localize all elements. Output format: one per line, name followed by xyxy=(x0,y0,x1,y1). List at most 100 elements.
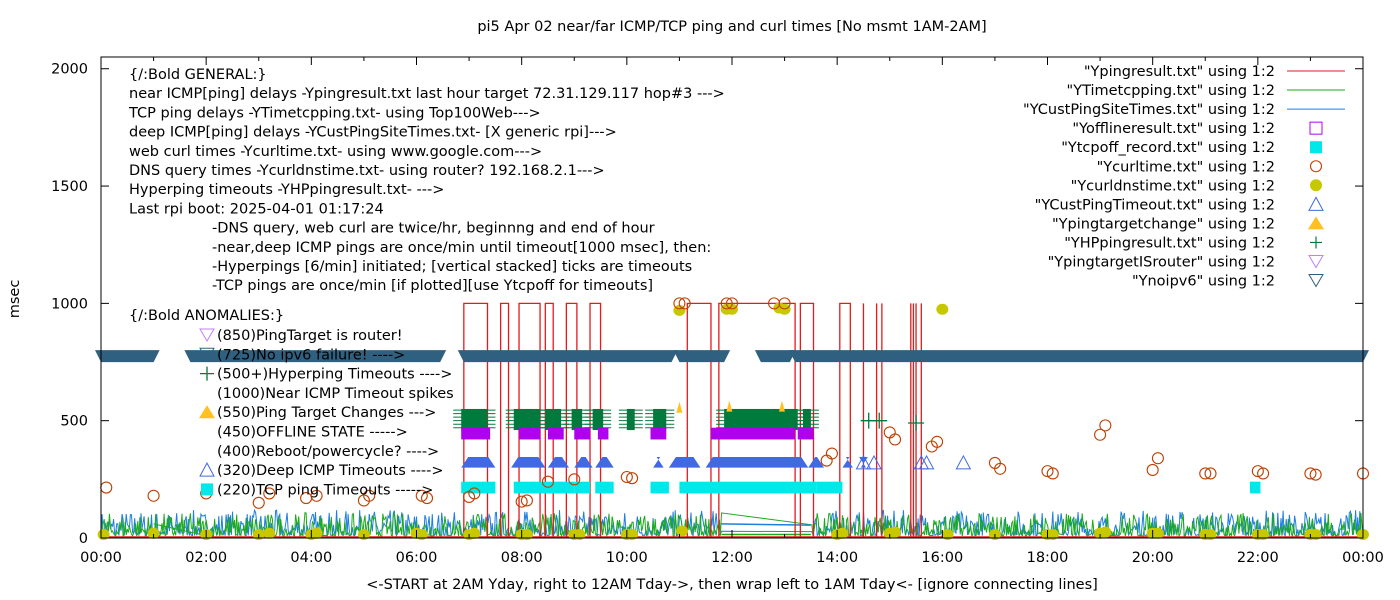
tcp-ping-timeout-block xyxy=(461,481,496,494)
legend-filled-circle-icon xyxy=(1310,179,1322,192)
legend-label: "Ytcpoff_record.txt" using 1:2 xyxy=(1061,140,1275,156)
general-annotation-line: web curl times -Ycurltime.txt- using www… xyxy=(129,144,542,160)
y-tick-label: 0 xyxy=(79,531,88,547)
tcp-ping-timeout-block xyxy=(1249,481,1261,494)
general-annotation-line: Hyperping timeouts -YHPpingresult.txt- -… xyxy=(129,182,444,198)
general-note-line: -TCP pings are once/min [if plotted][use… xyxy=(212,278,653,294)
legend-label: "Ycurltime.txt" using 1:2 xyxy=(1097,159,1275,175)
tcp-ping-timeout-block xyxy=(513,481,548,494)
x-tick-label: 00:00 xyxy=(80,550,122,566)
hyperping-timeout-block xyxy=(592,408,604,431)
dns-query-point xyxy=(310,527,323,539)
hyperping-timeout-block xyxy=(724,408,798,431)
curl-time-point xyxy=(263,487,276,500)
dns-query-point xyxy=(941,528,954,540)
curl-time-point xyxy=(1304,467,1317,480)
curl-time-point xyxy=(673,297,686,310)
deep-icmp-timeout-block xyxy=(668,457,701,468)
curl-time-point xyxy=(626,472,639,485)
ping-target-change-marker xyxy=(676,401,683,413)
curl-time-point xyxy=(147,489,160,502)
curl-time-point xyxy=(825,447,838,460)
x-tick-label: 14:00 xyxy=(816,550,858,566)
legend-label: "YHPpingresult.txt" using 1:2 xyxy=(1064,235,1275,251)
dns-query-point xyxy=(676,525,689,537)
curl-time-point xyxy=(1146,463,1159,477)
legend-label: "Ynoipv6" using 1:2 xyxy=(1132,274,1275,290)
curl-time-point xyxy=(468,487,481,500)
x-tick-label: 20:00 xyxy=(1132,550,1174,566)
general-annotation-line: deep ICMP[ping] delays -YCustPingSiteTim… xyxy=(129,125,617,141)
anomaly-annotation-line: (320)Deep ICMP Timeouts ----> xyxy=(217,463,444,479)
hyperping-timeout-plus xyxy=(871,412,888,429)
legend-label: "YTimetcpping.txt" using 1:2 xyxy=(1067,83,1275,99)
legend-open-triangle-icon xyxy=(1308,196,1324,211)
curl-time-point xyxy=(1204,467,1217,480)
offline-state-block xyxy=(710,427,796,440)
x-tick-label: 08:00 xyxy=(501,550,543,566)
curl-time-point xyxy=(678,297,691,310)
curl-time-point xyxy=(994,462,1007,475)
curl-time-point xyxy=(1199,467,1212,480)
legend-label: "Ypingresult.txt" using 1:2 xyxy=(1084,64,1275,80)
x-tick-label: 16:00 xyxy=(921,550,963,566)
legend: "Ypingresult.txt" using 1:2 "YTimetcpping… xyxy=(1023,64,1345,290)
dns-query-point xyxy=(1151,527,1164,539)
dns-query-point xyxy=(263,527,276,539)
deep-icmp-flat-segment xyxy=(721,523,811,526)
anomaly-marker-icon xyxy=(199,405,215,419)
tcp-ping-timeout-block xyxy=(574,481,591,494)
tcp-ping-timeout-block xyxy=(650,481,669,494)
deep-icmp-timeout-block xyxy=(574,457,593,468)
legend-open-square-icon xyxy=(1309,121,1323,135)
deep-icmp-timeout-block xyxy=(653,457,664,468)
curl-time-point xyxy=(1099,419,1112,432)
curl-time-point xyxy=(1094,428,1107,441)
anomaly-marker-icon xyxy=(201,483,213,496)
curl-time-point xyxy=(568,473,581,486)
hyperping-timeout-block xyxy=(461,408,488,431)
curl-time-point xyxy=(820,454,833,467)
x-axis-label: <-START at 2AM Yday, right to 12AM Tday-… xyxy=(366,577,1098,593)
dns-query-point xyxy=(936,303,949,315)
x-tick-label: 02:00 xyxy=(185,550,227,566)
ping-target-change-marker xyxy=(778,400,785,412)
no-ipv6-band xyxy=(457,350,678,363)
deep-icmp-timeout-block xyxy=(461,457,496,468)
hyperping-timeout-block xyxy=(802,408,811,431)
offline-state-block xyxy=(797,427,814,440)
deep-icmp-timeout-block xyxy=(595,457,614,468)
x-tick-label: 22:00 xyxy=(1237,550,1279,566)
no-ipv6-band xyxy=(789,350,1369,363)
legend-down-triangle-icon xyxy=(1308,274,1324,288)
legend-label: "YpingtargetISrouter" using 1:2 xyxy=(1048,255,1275,271)
dns-query-point xyxy=(415,528,428,540)
near-icmp-timeout-spike xyxy=(499,302,510,537)
general-annotation-line: DNS query times -Ycurldnstime.txt- using… xyxy=(129,163,605,179)
hyperping-timeout-plus xyxy=(908,415,925,432)
tcp-ping-timeout-block xyxy=(679,481,817,494)
anomaly-annotation-line: (850)PingTarget is router! xyxy=(217,328,403,344)
deep-icmp-timeout-marker xyxy=(918,454,935,470)
curl-time-point xyxy=(1251,465,1264,478)
deep-icmp-timeout-block xyxy=(547,457,569,468)
deep-icmp-timeout-marker xyxy=(955,454,972,470)
deep-icmp-timeout-marker xyxy=(855,454,872,470)
curl-time-point xyxy=(720,297,733,310)
legend-filled-triangle-icon xyxy=(1308,216,1324,230)
deep-icmp-timeout-block xyxy=(511,457,546,468)
anomalies-title: {/:Bold ANOMALIES:} xyxy=(129,308,284,324)
hyperping-timeout-block xyxy=(571,408,583,431)
hyperping-timeout-block xyxy=(626,408,635,431)
curl-time-point xyxy=(1041,465,1054,478)
anomaly-annotation-line: (500+)Hyperping Timeouts ----> xyxy=(217,367,452,383)
tcp-wrap-connector xyxy=(153,523,207,537)
near-icmp-timeout-spike xyxy=(686,302,712,537)
legend-label: "Ycurldnstime.txt" using 1:2 xyxy=(1071,178,1275,194)
deep-icmp-timeout-block xyxy=(808,457,825,468)
curl-time-point xyxy=(520,494,533,507)
curl-time-point xyxy=(415,489,428,502)
tcp-ping-timeout-block xyxy=(816,481,843,494)
curl-time-point xyxy=(620,470,633,484)
